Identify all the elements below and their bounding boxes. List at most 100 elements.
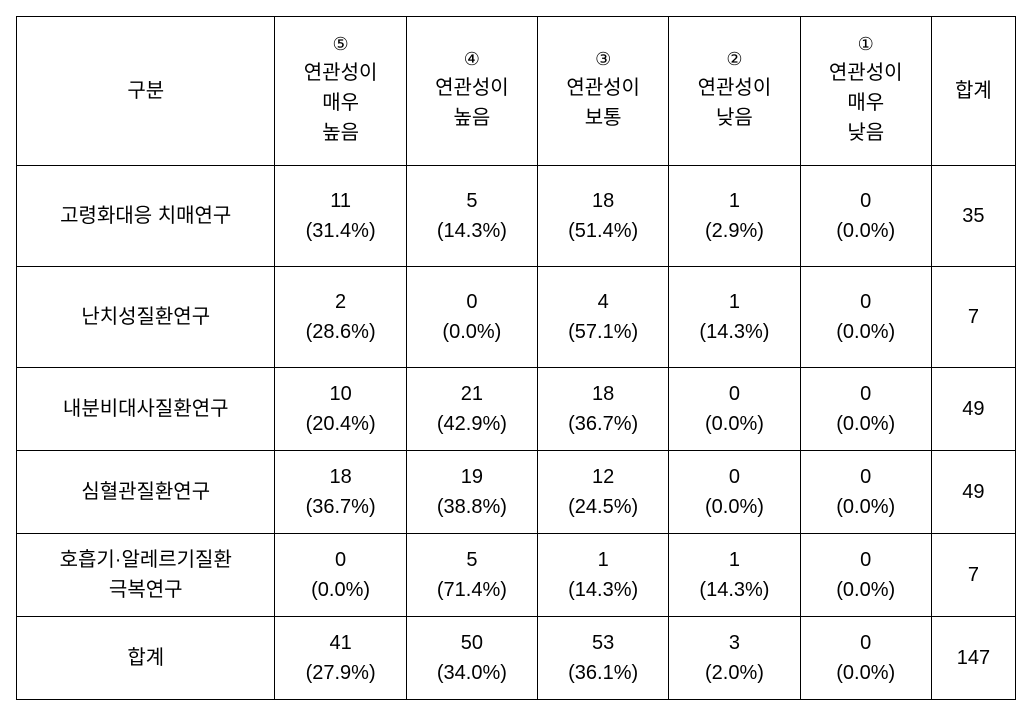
- cell-percent: (42.9%): [411, 409, 533, 439]
- cell: 5 (71.4%): [406, 534, 537, 617]
- cell-percent: (14.3%): [411, 216, 533, 246]
- cell: 50 (34.0%): [406, 617, 537, 700]
- cell-count: 21: [411, 379, 533, 409]
- table-row: 호흡기·알레르기질환 극복연구 0 (0.0%) 5 (71.4%) 1 (14…: [17, 534, 1016, 617]
- header-likert-1-line1: 연관성이: [805, 58, 927, 88]
- cell-count: 3: [673, 628, 795, 658]
- cell: 41 (27.9%): [275, 617, 406, 700]
- cell-percent: (38.8%): [411, 492, 533, 522]
- cell-percent: (51.4%): [542, 216, 664, 246]
- cell: 0 (0.0%): [800, 451, 931, 534]
- cell-count: 50: [411, 628, 533, 658]
- circled-5-icon: ⑤: [279, 34, 401, 56]
- circled-3-icon: ③: [542, 49, 664, 71]
- cell-percent: (27.9%): [279, 658, 401, 688]
- cell-count: 0: [805, 545, 927, 575]
- header-category: 구분: [17, 17, 275, 166]
- cell-count: 0: [805, 379, 927, 409]
- cell-percent: (2.0%): [673, 658, 795, 688]
- header-total: 합계: [931, 17, 1015, 166]
- row-total: 49: [931, 451, 1015, 534]
- cell-count: 18: [542, 379, 664, 409]
- row-label-line1: 호흡기·알레르기질환: [21, 545, 270, 575]
- table-row: 난치성질환연구 2 (28.6%) 0 (0.0%) 4 (57.1%) 1 (…: [17, 267, 1016, 368]
- cell-count: 0: [805, 287, 927, 317]
- cell-percent: (0.0%): [805, 575, 927, 605]
- cell-count: 18: [542, 186, 664, 216]
- cell: 0 (0.0%): [800, 166, 931, 267]
- cell: 0 (0.0%): [800, 534, 931, 617]
- cell-count: 0: [805, 462, 927, 492]
- cell-percent: (36.1%): [542, 658, 664, 688]
- row-label: 난치성질환연구: [17, 267, 275, 368]
- table-row: 고령화대응 치매연구 11 (31.4%) 5 (14.3%) 18 (51.4…: [17, 166, 1016, 267]
- header-category-label: 구분: [127, 80, 164, 102]
- cell: 11 (31.4%): [275, 166, 406, 267]
- cell-percent: (24.5%): [542, 492, 664, 522]
- cell: 5 (14.3%): [406, 166, 537, 267]
- cell: 1 (14.3%): [538, 534, 669, 617]
- cell-count: 0: [673, 379, 795, 409]
- row-total: 7: [931, 534, 1015, 617]
- header-likert-2: ② 연관성이 낮음: [669, 17, 800, 166]
- cell-count: 1: [673, 287, 795, 317]
- row-total: 49: [931, 368, 1015, 451]
- cell-count: 1: [673, 186, 795, 216]
- cell-percent: (14.3%): [673, 575, 795, 605]
- cell-percent: (14.3%): [673, 317, 795, 347]
- cell-percent: (0.0%): [805, 492, 927, 522]
- cell-count: 41: [279, 628, 401, 658]
- cell-count: 1: [542, 545, 664, 575]
- cell: 18 (36.7%): [538, 368, 669, 451]
- cell-count: 11: [279, 186, 401, 216]
- cell: 0 (0.0%): [669, 451, 800, 534]
- cell-count: 0: [411, 287, 533, 317]
- circled-4-icon: ④: [411, 49, 533, 71]
- row-total: 35: [931, 166, 1015, 267]
- cell: 0 (0.0%): [669, 368, 800, 451]
- cell-percent: (0.0%): [805, 409, 927, 439]
- cell-percent: (71.4%): [411, 575, 533, 605]
- row-label: 심혈관질환연구: [17, 451, 275, 534]
- cell: 12 (24.5%): [538, 451, 669, 534]
- cell: 18 (36.7%): [275, 451, 406, 534]
- header-likert-1-line2: 매우: [805, 88, 927, 118]
- header-likert-5-line2: 매우: [279, 88, 401, 118]
- cell-percent: (0.0%): [805, 317, 927, 347]
- cell-count: 5: [411, 186, 533, 216]
- cell: 1 (14.3%): [669, 267, 800, 368]
- cell-percent: (0.0%): [805, 658, 927, 688]
- header-likert-2-line2: 낮음: [673, 103, 795, 133]
- cell-count: 1: [673, 545, 795, 575]
- row-label: 내분비대사질환연구: [17, 368, 275, 451]
- cell: 0 (0.0%): [800, 617, 931, 700]
- row-total: 147: [931, 617, 1015, 700]
- row-total: 7: [931, 267, 1015, 368]
- header-total-label: 합계: [955, 80, 992, 102]
- relevance-table: 구분 ⑤ 연관성이 매우 높음 ④ 연관성이 높음 ③ 연관성이 보통 ② 연관…: [16, 16, 1016, 700]
- header-likert-3-line1: 연관성이: [542, 73, 664, 103]
- cell-count: 4: [542, 287, 664, 317]
- cell: 21 (42.9%): [406, 368, 537, 451]
- cell-percent: (34.0%): [411, 658, 533, 688]
- cell-count: 0: [673, 462, 795, 492]
- cell-percent: (0.0%): [673, 492, 795, 522]
- header-likert-1: ① 연관성이 매우 낮음: [800, 17, 931, 166]
- cell-count: 10: [279, 379, 401, 409]
- cell-percent: (2.9%): [673, 216, 795, 246]
- header-likert-5-line1: 연관성이: [279, 58, 401, 88]
- cell-percent: (28.6%): [279, 317, 401, 347]
- cell: 19 (38.8%): [406, 451, 537, 534]
- cell-count: 0: [805, 186, 927, 216]
- cell-count: 0: [805, 628, 927, 658]
- cell-count: 0: [279, 545, 401, 575]
- cell: 3 (2.0%): [669, 617, 800, 700]
- circled-2-icon: ②: [673, 49, 795, 71]
- cell-percent: (14.3%): [542, 575, 664, 605]
- cell-count: 18: [279, 462, 401, 492]
- header-likert-5-line3: 높음: [279, 118, 401, 148]
- table-row-total: 합계 41 (27.9%) 50 (34.0%) 53 (36.1%) 3 (2…: [17, 617, 1016, 700]
- table-row: 내분비대사질환연구 10 (20.4%) 21 (42.9%) 18 (36.7…: [17, 368, 1016, 451]
- cell-percent: (20.4%): [279, 409, 401, 439]
- cell-percent: (0.0%): [279, 575, 401, 605]
